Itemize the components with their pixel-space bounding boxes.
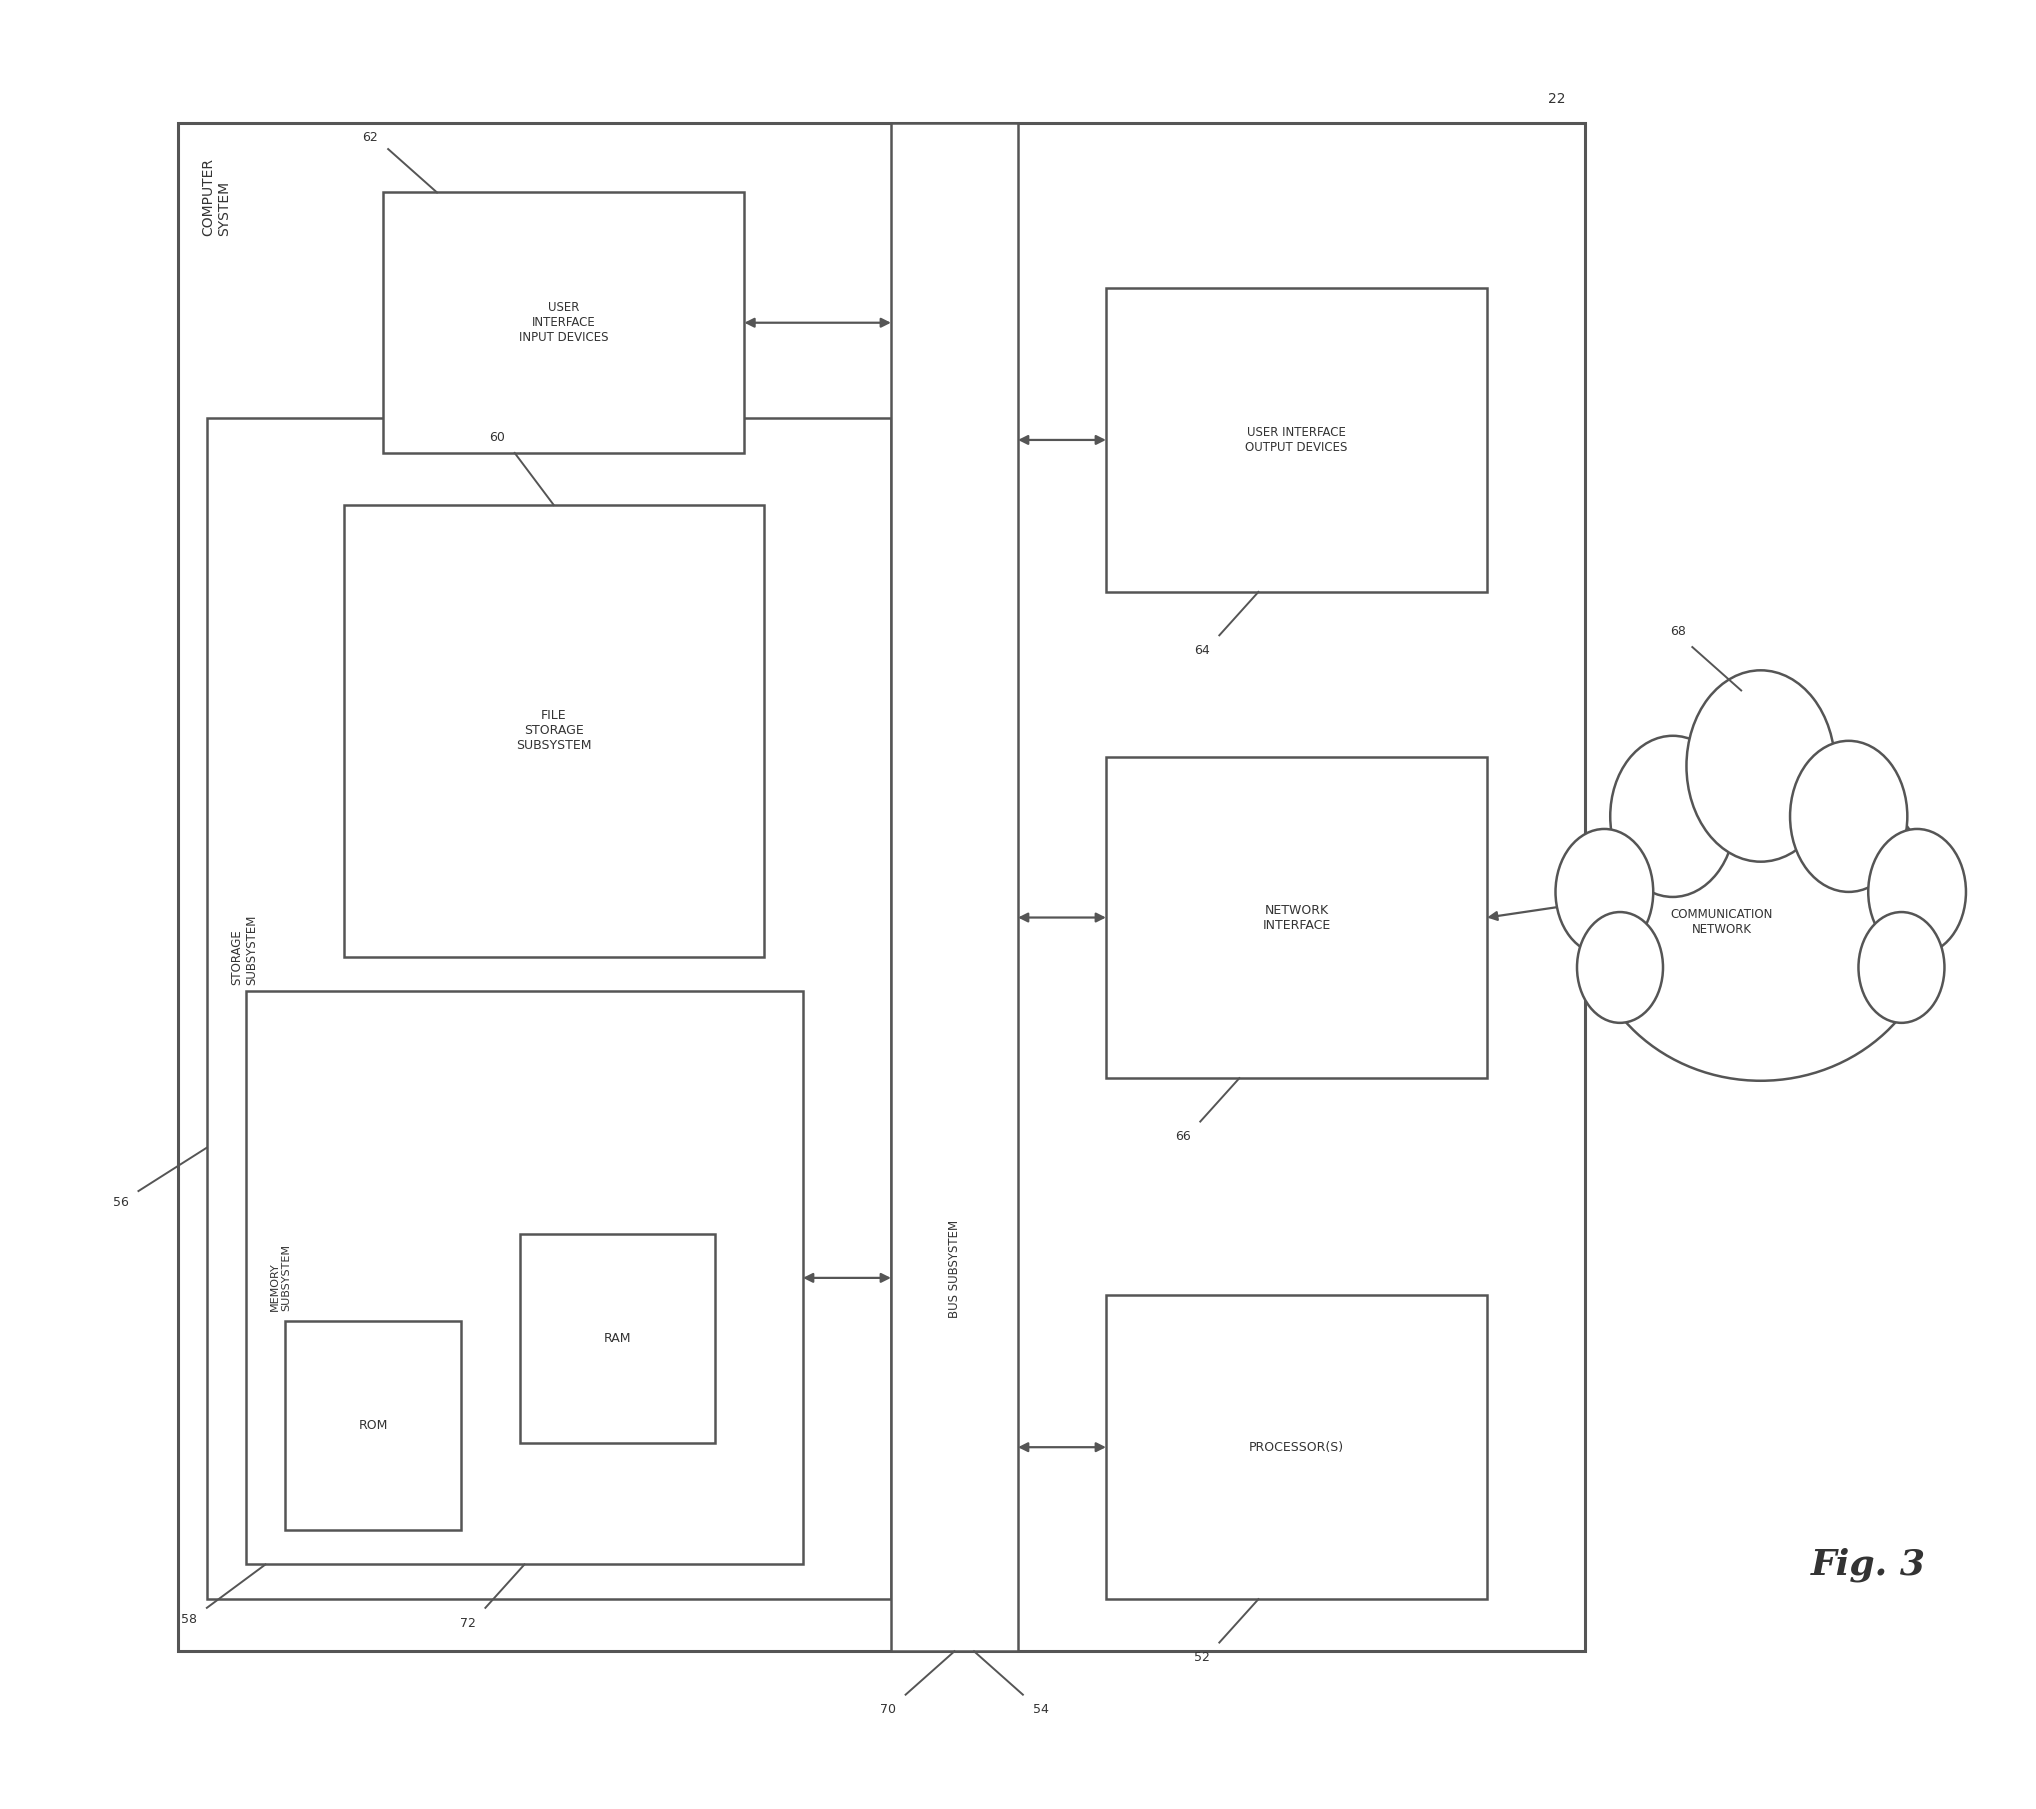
Text: USER
INTERFACE
INPUT DEVICES: USER INTERFACE INPUT DEVICES — [519, 302, 609, 344]
Text: COMMUNICATION
NETWORK: COMMUNICATION NETWORK — [1670, 908, 1773, 935]
Text: PROCESSOR(S): PROCESSOR(S) — [1248, 1440, 1344, 1454]
Text: COMPUTER
SYSTEM: COMPUTER SYSTEM — [202, 157, 232, 235]
Text: NETWORK
INTERFACE: NETWORK INTERFACE — [1262, 903, 1332, 932]
Ellipse shape — [1584, 753, 1936, 1080]
Ellipse shape — [1610, 736, 1735, 897]
Bar — [285, 1321, 460, 1530]
Bar — [208, 418, 892, 1599]
Ellipse shape — [1790, 742, 1908, 892]
Text: MEMORY
SUBSYSTEM: MEMORY SUBSYSTEM — [269, 1245, 291, 1312]
Ellipse shape — [1556, 829, 1653, 955]
Text: 70: 70 — [880, 1704, 896, 1717]
Bar — [383, 192, 745, 452]
Bar — [1106, 288, 1486, 592]
Ellipse shape — [1859, 912, 1944, 1022]
Text: Fig. 3: Fig. 3 — [1810, 1547, 1926, 1581]
Text: 54: 54 — [1032, 1704, 1049, 1717]
Text: 62: 62 — [362, 130, 379, 145]
Text: 60: 60 — [489, 431, 505, 445]
Text: 72: 72 — [460, 1617, 476, 1630]
Bar — [1106, 756, 1486, 1078]
Ellipse shape — [1869, 829, 1967, 955]
Text: 22: 22 — [1547, 92, 1566, 105]
Bar — [892, 123, 1018, 1652]
Bar — [177, 123, 1584, 1652]
Text: 52: 52 — [1193, 1652, 1209, 1664]
Text: 64: 64 — [1193, 644, 1209, 657]
Bar — [519, 1234, 715, 1444]
Text: BUS SUBSYSTEM: BUS SUBSYSTEM — [949, 1219, 961, 1319]
Ellipse shape — [1686, 671, 1834, 861]
Text: 58: 58 — [181, 1614, 197, 1626]
Ellipse shape — [1578, 912, 1663, 1022]
Text: RAM: RAM — [603, 1331, 631, 1346]
Text: USER INTERFACE
OUTPUT DEVICES: USER INTERFACE OUTPUT DEVICES — [1246, 425, 1348, 454]
Text: STORAGE
SUBSYSTEM: STORAGE SUBSYSTEM — [230, 915, 259, 984]
Bar — [1106, 1295, 1486, 1599]
Text: 68: 68 — [1672, 626, 1686, 639]
Bar — [344, 505, 764, 957]
Text: 56: 56 — [112, 1196, 128, 1208]
Text: ROM: ROM — [358, 1418, 387, 1433]
Bar — [246, 991, 802, 1565]
Text: 66: 66 — [1175, 1131, 1191, 1143]
Text: FILE
STORAGE
SUBSYSTEM: FILE STORAGE SUBSYSTEM — [515, 709, 592, 753]
